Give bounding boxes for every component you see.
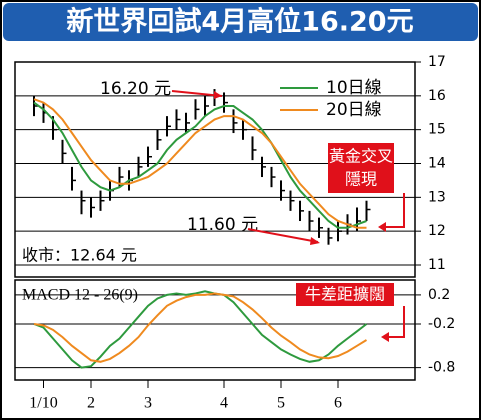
callout: 隱現 bbox=[345, 170, 377, 189]
line bbox=[33, 292, 368, 363]
y-tick-label: 13 bbox=[428, 189, 446, 205]
x-tick-label: 4 bbox=[220, 395, 228, 412]
line bbox=[33, 290, 368, 369]
arrow-head bbox=[381, 332, 389, 342]
x-tick-label: 6 bbox=[334, 395, 342, 412]
y-tick-label: 0.2 bbox=[428, 287, 450, 303]
y-tick-label: 12 bbox=[428, 223, 446, 239]
x-tick-label: 5 bbox=[277, 395, 285, 412]
y-tick-label: 15 bbox=[428, 122, 446, 138]
macd-panel bbox=[14, 279, 416, 381]
legend-label: 20日線 bbox=[326, 100, 382, 120]
arrow bbox=[382, 193, 405, 228]
x-tick-label: 1/10 bbox=[29, 395, 57, 412]
line bbox=[33, 101, 367, 229]
y-tick-label: 14 bbox=[428, 156, 446, 172]
arrow-head bbox=[214, 91, 222, 99]
annotation: 16.20 元 bbox=[100, 79, 171, 99]
title-bar bbox=[3, 3, 478, 41]
line bbox=[33, 98, 367, 229]
arrow bbox=[247, 228, 319, 243]
x-tick-label: 3 bbox=[144, 395, 152, 412]
annotation: 11.60 元 bbox=[187, 215, 258, 235]
y-tick-label: -0.8 bbox=[428, 360, 455, 376]
macd-label: MACD 12 - 26(9) bbox=[22, 287, 138, 304]
y-tick-label: 17 bbox=[428, 54, 446, 70]
title: 新世界回試4月高位16.20元 bbox=[66, 6, 413, 38]
arrow-head bbox=[310, 237, 320, 245]
legend-label: 10日線 bbox=[326, 78, 382, 98]
callout-box bbox=[328, 143, 394, 193]
callout: 黃金交叉 bbox=[329, 147, 393, 166]
y-tick-label: 11 bbox=[428, 257, 446, 273]
arrow bbox=[385, 306, 405, 338]
y-tick-label: 16 bbox=[428, 88, 446, 104]
arrow-head bbox=[378, 222, 386, 232]
arrow bbox=[171, 90, 223, 97]
y-tick-label: -0.2 bbox=[428, 316, 455, 332]
x-tick-label: 2 bbox=[87, 395, 95, 412]
callout: 牛差距擴闊 bbox=[305, 285, 385, 304]
close-label: 收市：12.64 元 bbox=[22, 246, 137, 265]
callout-box bbox=[296, 283, 394, 306]
